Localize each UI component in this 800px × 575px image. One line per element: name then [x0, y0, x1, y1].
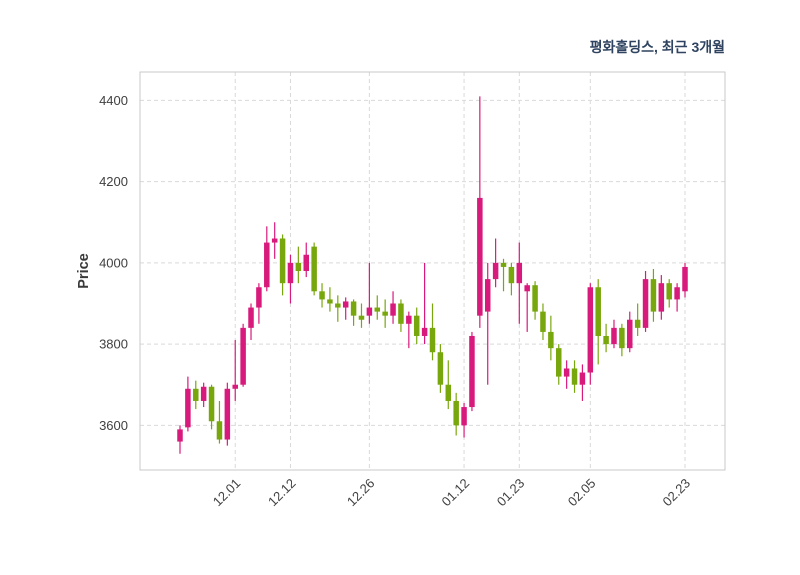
candle-body — [682, 266, 688, 292]
candle-body — [453, 400, 459, 426]
candle-body — [374, 307, 381, 312]
candles — [177, 96, 688, 454]
candle-body — [484, 279, 491, 312]
plot-border — [139, 71, 726, 471]
candle-body — [271, 238, 278, 243]
candle-body — [666, 283, 672, 300]
candle-body — [216, 421, 223, 440]
candle-body — [595, 287, 601, 336]
candle-body — [398, 303, 404, 324]
candle-body — [193, 388, 199, 401]
candle-body — [295, 262, 302, 271]
candle-body — [556, 348, 562, 377]
candle-body — [477, 197, 483, 316]
candle-body — [232, 384, 238, 389]
candle-body — [469, 335, 475, 408]
candle-body — [413, 315, 420, 336]
candle-body — [532, 285, 538, 312]
x-tick-label: 02.23 — [660, 476, 694, 510]
candle-body — [327, 299, 333, 304]
candle-body — [650, 279, 657, 312]
candle-body — [603, 335, 609, 345]
candle-body — [279, 238, 286, 284]
chart-title: 평화홀딩스, 최근 3개월 — [590, 39, 725, 55]
x-tick-label: 01.12 — [439, 476, 473, 510]
candle-body — [492, 262, 499, 280]
x-tick-label: 12.12 — [265, 476, 299, 510]
candle-body — [634, 319, 641, 328]
candle-body — [658, 283, 665, 312]
candle-body — [619, 327, 625, 349]
candle-body — [540, 311, 546, 332]
candle-body — [342, 301, 349, 308]
candle-body — [366, 307, 373, 316]
x-tick-label: 01.23 — [494, 476, 528, 510]
candle-body — [200, 386, 207, 401]
candle-body — [256, 287, 262, 308]
candle-body — [445, 384, 452, 401]
candle-body — [382, 311, 388, 316]
candle-body — [500, 262, 507, 267]
x-tick-label: 12.01 — [210, 476, 244, 510]
candle-body — [437, 352, 444, 385]
candle-body — [611, 327, 617, 345]
y-tick-label: 4400 — [99, 93, 128, 108]
candle-body — [240, 327, 246, 385]
candle-body — [461, 407, 467, 426]
y-tick-label: 3600 — [99, 418, 128, 433]
candle-body — [587, 287, 594, 373]
candle-body — [563, 368, 570, 377]
candle-body — [627, 319, 633, 349]
plot-background — [140, 72, 725, 470]
candle-body — [358, 315, 365, 320]
candle-body — [579, 372, 586, 385]
y-tick-label: 4000 — [99, 255, 128, 270]
candle-body — [548, 331, 554, 349]
candle-body — [303, 254, 309, 271]
candle-body — [350, 301, 357, 316]
candle-body — [248, 307, 254, 328]
x-tick-label: 02.05 — [565, 476, 599, 510]
candle-body — [642, 279, 649, 328]
y-tick-label: 3800 — [99, 337, 128, 352]
candle-body — [571, 368, 578, 385]
x-tick-label: 12.26 — [344, 476, 378, 510]
candle-body — [287, 262, 294, 284]
candle-body — [421, 327, 428, 336]
y-axis-label: Price — [76, 253, 92, 288]
candle-body — [524, 285, 530, 292]
candle-body — [390, 303, 396, 316]
candle-body — [224, 388, 231, 440]
candle-body — [429, 327, 436, 353]
candle-body — [406, 315, 412, 324]
candle-body — [311, 246, 317, 292]
candle-body — [335, 303, 341, 308]
y-tick-label: 4200 — [99, 174, 128, 189]
candle-body — [516, 262, 523, 284]
candle-body — [674, 287, 680, 300]
candle-body — [264, 242, 270, 288]
candle-body — [208, 386, 215, 422]
candle-body — [177, 429, 183, 442]
candle-body — [185, 388, 191, 428]
candle-body — [319, 291, 325, 300]
candle-body — [508, 266, 515, 284]
